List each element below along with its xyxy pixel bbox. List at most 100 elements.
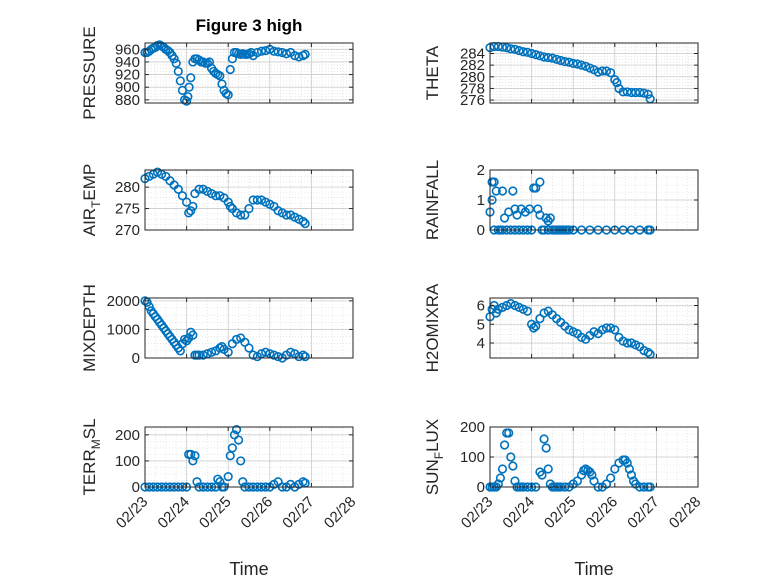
data-point [186, 73, 196, 83]
y-tick-label: 6 [477, 298, 485, 315]
data-point [186, 206, 196, 216]
data-point [572, 59, 582, 69]
data-point [585, 63, 595, 73]
data-point [606, 473, 616, 483]
y-tick-label: 100 [460, 449, 485, 466]
y-tick-label: 0 [477, 222, 485, 239]
data-point [606, 68, 616, 78]
data-point [626, 470, 637, 480]
data-point [612, 78, 622, 88]
data-point [522, 47, 533, 57]
data-point [531, 50, 541, 60]
data-point [273, 351, 283, 362]
subplot-rainfall: 0 1 2 RAINFALL [423, 160, 699, 240]
data-point [497, 464, 508, 474]
x-axis-label: Time [574, 559, 613, 579]
y-axis-label: SUNFLUX [423, 419, 446, 495]
data-point [556, 55, 566, 66]
data-point [497, 186, 508, 196]
data-point [231, 334, 242, 345]
data-point [576, 470, 587, 480]
data-point [261, 347, 271, 357]
y-tick-label: 0 [132, 479, 140, 496]
data-point [252, 195, 262, 205]
data-point [194, 184, 204, 194]
data-point [543, 464, 553, 474]
data-point [273, 47, 283, 57]
y-tick-label: 100 [115, 453, 140, 470]
y-tick-label: 920 [115, 67, 140, 84]
data-point [531, 321, 541, 331]
data-point [502, 43, 512, 53]
data-point [495, 473, 506, 483]
y-axis-label: H2OMIXRA [423, 283, 442, 372]
y-axis-label-part: LUX [423, 419, 442, 452]
data-point [487, 195, 497, 205]
y-tick-label: 200 [460, 419, 485, 436]
data-point [175, 76, 185, 86]
axes-box [144, 297, 354, 359]
data-point [248, 350, 258, 360]
data-point [541, 443, 551, 453]
data-point [183, 92, 193, 102]
data-point [294, 351, 304, 362]
axes-box [144, 426, 354, 488]
data-point [610, 464, 620, 474]
axes-box [144, 169, 354, 231]
data-point [535, 51, 545, 61]
y-tick-label: 0 [132, 350, 140, 367]
data-point [211, 191, 221, 201]
data-point [236, 456, 246, 466]
subplot-mixdepth: 0 1000 2000 MIXDEPTH [80, 284, 354, 372]
y-tick-label: 278 [460, 80, 485, 97]
data-point [643, 89, 653, 99]
y-tick-label: 282 [460, 57, 485, 74]
y-tick-label: 270 [115, 222, 140, 239]
y-tick-label: 276 [460, 92, 485, 109]
y-axis-label: AIRTEMP [80, 164, 103, 237]
data-point [510, 204, 520, 214]
data-point [539, 434, 549, 444]
data-point [298, 350, 308, 360]
data-point [198, 350, 208, 360]
data-point [547, 53, 558, 63]
data-point [491, 186, 501, 196]
data-point [269, 46, 279, 56]
data-point [593, 67, 603, 77]
data-point [182, 197, 192, 207]
y-axis-label-part: SUN [423, 459, 442, 495]
data-point [184, 208, 194, 218]
data-point [622, 458, 632, 468]
data-point [225, 64, 235, 75]
chart-title: Figure 3 high [196, 16, 303, 35]
data-point [510, 476, 520, 486]
data-point [286, 347, 296, 357]
data-point [572, 476, 582, 486]
subplot-air_temp: 270 275 280 AIRTEMP [80, 164, 354, 239]
data-point [545, 213, 555, 223]
axes-box [489, 297, 699, 359]
data-point [522, 306, 533, 316]
data-point [531, 183, 541, 193]
data-point [171, 58, 181, 68]
y-tick-label: 280 [115, 179, 140, 196]
data-point [624, 464, 634, 474]
subplot-h2omixra: 4 56 H2OMIXRA [423, 283, 699, 372]
data-point [188, 330, 198, 340]
data-point [300, 49, 310, 59]
y-axis-label: RAINFALL [423, 160, 442, 240]
data-point [190, 451, 200, 461]
y-axis-label-subscript: T [89, 200, 103, 208]
data-point [587, 470, 597, 480]
y-axis-label: PRESSURE [80, 26, 99, 120]
data-point [568, 58, 578, 68]
data-point [244, 203, 254, 214]
data-point [194, 350, 204, 360]
data-point [578, 465, 589, 476]
data-point [223, 197, 233, 207]
data-point [188, 456, 198, 466]
data-point [512, 210, 522, 220]
y-tick-label: 0 [477, 479, 485, 496]
